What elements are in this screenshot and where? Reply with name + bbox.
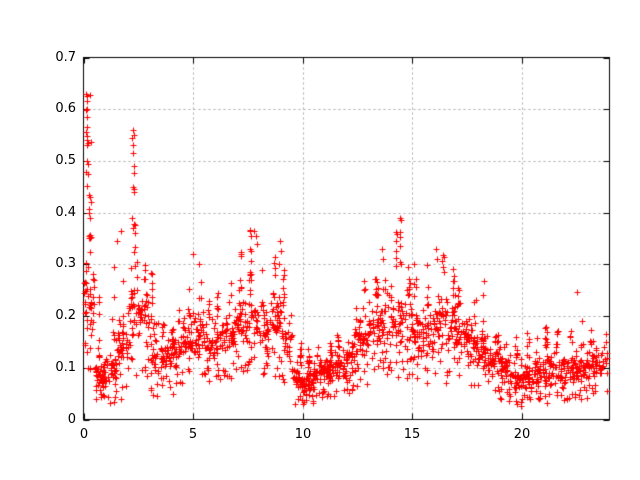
x-tick-label: 5 (188, 427, 198, 442)
x-tick-label: 10 (294, 427, 312, 442)
y-tick-label: 0.5 (55, 153, 76, 168)
x-tick-label: 0 (79, 427, 89, 442)
y-tick-label: 0.3 (55, 256, 76, 271)
x-tick-label: 20 (513, 427, 531, 442)
y-tick-label: 0.1 (55, 360, 76, 375)
x-tick-label: 15 (403, 427, 421, 442)
y-tick-label: 0.7 (55, 50, 76, 65)
y-tick-label: 0.6 (55, 101, 76, 116)
y-tick-label: 0 (67, 412, 76, 427)
y-tick-label: 0.4 (55, 205, 76, 220)
y-tick-label: 0.2 (55, 308, 76, 323)
